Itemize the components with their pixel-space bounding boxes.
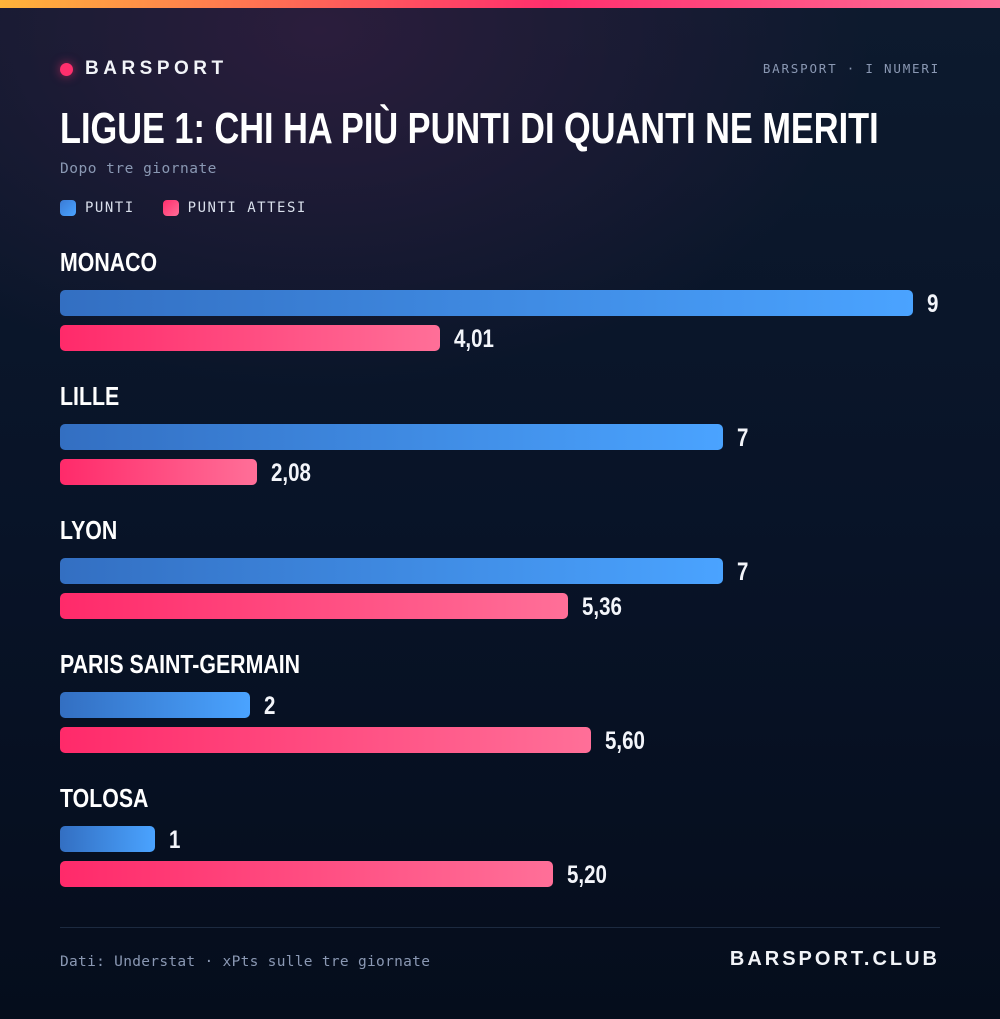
brand-logo: BARSPORT [60, 58, 228, 80]
bar-expected [60, 593, 568, 619]
value-label-expected: 5,36 [582, 593, 622, 621]
value-label-expected: 5,60 [604, 727, 645, 755]
team-name: LYON [60, 515, 118, 545]
footer-divider [60, 927, 940, 928]
brand-dot-icon [60, 62, 73, 76]
legend-swatch-points [60, 200, 76, 216]
bar-points [60, 558, 724, 584]
team-group: TOLOSA 1 5,20 [0, 783, 1000, 903]
value-label-expected: 4,01 [454, 325, 494, 353]
value-label-points: 7 [737, 558, 749, 586]
value-label-points: 1 [168, 826, 181, 854]
legend-item-expected: PUNTI ATTESI [162, 200, 307, 216]
value-label-points: 2 [263, 692, 275, 720]
bar-points [60, 424, 724, 450]
team-name: TOLOSA [60, 783, 149, 813]
bar-points [60, 692, 250, 718]
brand-name: BARSPORT [85, 58, 228, 79]
legend-swatch-expected [162, 200, 179, 216]
bar-expected [60, 459, 258, 485]
data-source: Dati: Understat · xPts sulle tre giornat… [60, 954, 431, 970]
value-label-points: 9 [927, 290, 939, 318]
team-name: LILLE [60, 381, 120, 411]
bar-points [60, 826, 155, 852]
legend-label-expected: PUNTI ATTESI [187, 200, 307, 216]
bar-expected [60, 727, 591, 753]
bar-points [60, 290, 913, 316]
chart-title: LIGUE 1: CHI HA PIÙ PUNTI DI QUANTI NE M… [60, 104, 879, 153]
value-label-points: 7 [737, 424, 749, 452]
team-group: LYON 7 5,36 [0, 515, 1000, 635]
value-label-expected: 2,08 [271, 459, 312, 487]
top-accent-bar [0, 0, 1000, 8]
chart-subtitle: Dopo tre giornate [60, 161, 217, 177]
team-group: PARIS SAINT-GERMAIN 2 5,60 [0, 649, 1000, 769]
bar-expected [60, 325, 441, 351]
site-url: BARSPORT.CLUB [729, 948, 940, 970]
team-name: PARIS SAINT-GERMAIN [60, 649, 301, 679]
team-group: LILLE 7 2,08 [0, 381, 1000, 501]
header-kicker: BARSPORT · I NUMERI [762, 61, 940, 76]
chart-legend: PUNTI PUNTI ATTESI [60, 199, 335, 217]
team-group: MONACO 9 4,01 [0, 247, 1000, 367]
legend-item-points: PUNTI [60, 200, 135, 216]
legend-label-points: PUNTI [85, 200, 135, 216]
team-name: MONACO [60, 247, 158, 277]
value-label-expected: 5,20 [566, 861, 607, 889]
bar-expected [60, 861, 553, 887]
